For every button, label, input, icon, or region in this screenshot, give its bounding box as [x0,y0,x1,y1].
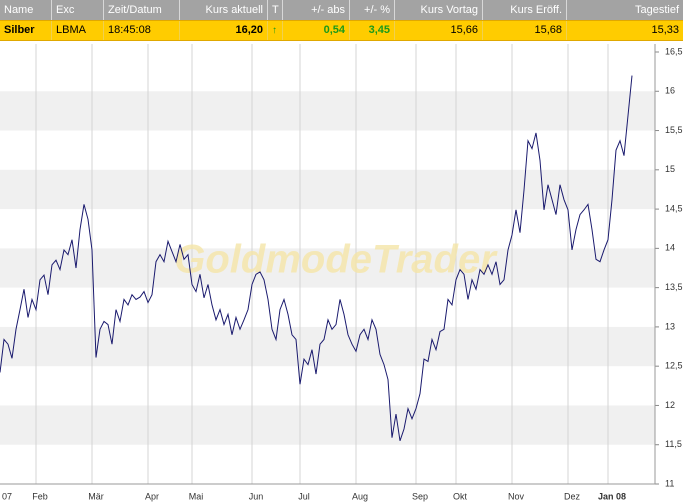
trend-arrow: ↑ [268,21,283,40]
y-tick-label: 16 [665,86,675,96]
y-tick-label: 14,5 [665,203,683,213]
cell: Silber [0,21,52,40]
grid-band [0,248,655,288]
cell: 16,20 [180,21,268,40]
x-tick-label: Feb [32,491,48,501]
y-tick-label: 11 [665,478,674,488]
x-tick-label: Apr [145,491,159,501]
y-tick-label: 15 [665,164,675,174]
header-cell[interactable]: Kurs Vortag [395,0,483,20]
cell: 15,33 [651,24,679,36]
cell: LBMA [52,21,104,40]
header-cell[interactable]: Name [0,0,52,20]
y-tick-label: 14 [665,243,675,253]
x-tick-label: Okt [453,491,468,501]
cell: 18:45:08 [104,21,180,40]
header-cell[interactable]: +/- abs [283,0,350,20]
x-tick-label: Dez [564,491,581,501]
y-tick-label: 12 [665,400,675,410]
header-cell[interactable]: +/- % [350,0,395,20]
x-tick-label: Aug [352,491,368,501]
grid-band [0,405,655,445]
y-tick-label: 15,5 [665,125,683,135]
header-row: Name Exc Zeit/Datum Kurs aktuell T +/- a… [0,0,683,20]
watermark: GoldmodeTrader [174,238,498,282]
price-line [0,75,633,441]
cell: 0,54 [283,21,350,40]
x-tick-label: 07 [2,491,12,501]
x-tick-label: Jun [249,491,264,501]
x-tick-label: Jul [298,491,310,501]
y-tick-label: 11,5 [665,439,682,449]
header-cell[interactable]: Kurs Eröff. [483,0,567,20]
data-row: Silber LBMA 18:45:08 16,20 ↑ 0,54 3,45 1… [0,20,683,41]
grid-band [0,326,655,367]
y-tick-label: 16,5 [665,46,683,56]
header-cell[interactable]: Kurs aktuell [180,0,268,20]
x-tick-label: Mai [189,491,204,501]
x-tick-label: Jan 08 [598,491,626,501]
header-cell[interactable]: Exc [52,0,104,20]
cell: 15,68 [483,21,567,40]
x-tick-label: Mär [88,491,104,501]
cell: 3,45 [350,21,395,40]
quote-table: Name Exc Zeit/Datum Kurs aktuell T +/- a… [0,0,683,41]
header-cell[interactable]: Zeit/Datum [104,0,180,20]
x-tick-label: Nov [508,491,525,501]
header-cell[interactable]: T [268,0,283,20]
grid-band [0,169,655,210]
cell: 15,66 [395,21,483,40]
y-tick-label: 13 [665,321,675,331]
header-cell[interactable]: Tagestief [634,4,679,16]
y-tick-label: 13,5 [665,282,683,292]
grid-band [0,91,655,131]
x-tick-label: Sep [412,491,428,501]
y-tick-label: 12,5 [665,361,683,371]
